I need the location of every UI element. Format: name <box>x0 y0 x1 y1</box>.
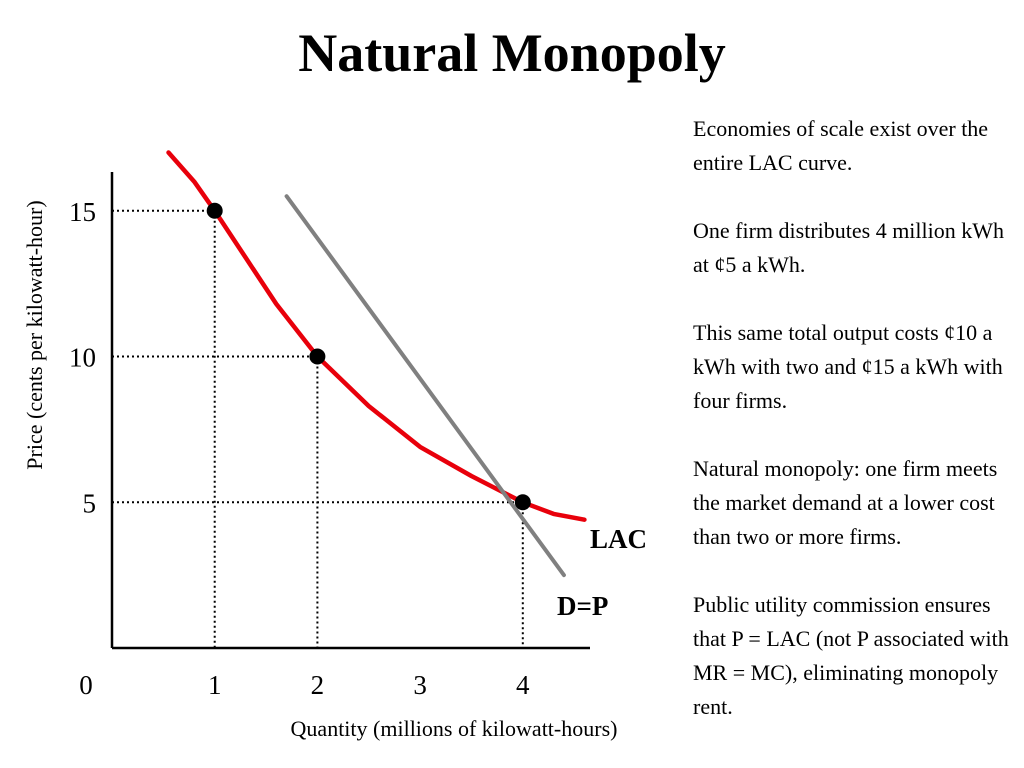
origin-label: 0 <box>79 670 93 700</box>
note-paragraph: Public utility commission ensures that P… <box>693 592 1009 719</box>
curves <box>166 150 587 578</box>
data-point <box>206 202 223 219</box>
demand-curve-label: D=P <box>557 591 608 621</box>
x-axis-title: Quantity (millions of kilowatt-hours) <box>291 716 618 741</box>
tick-labels: 0 1 2 3 4 15 10 5 <box>69 197 530 700</box>
natural-monopoly-chart: 0 1 2 3 4 15 10 5 Quantity (millions of kilowat… <box>22 150 647 741</box>
x-tick-label: 3 <box>413 670 427 700</box>
note-paragraph: Economies of scale exist over the entire… <box>693 116 989 175</box>
x-tick-label: 4 <box>516 670 530 700</box>
x-tick-label: 1 <box>208 670 222 700</box>
note-paragraph: One firm distributes 4 million kWh at ¢5… <box>693 218 1005 277</box>
data-point <box>514 494 531 511</box>
x-tick-label: 2 <box>311 670 325 700</box>
lac-curve-label: LAC <box>590 524 647 554</box>
lac-curve <box>166 150 587 522</box>
page-title: Natural Monopoly <box>298 23 726 83</box>
y-axis-title: Price (cents per kilowatt-hour) <box>22 200 47 469</box>
y-tick-label: 15 <box>69 197 96 227</box>
equilibrium-points <box>206 202 531 511</box>
guide-lines <box>112 209 524 648</box>
demand-curve <box>284 194 566 578</box>
note-paragraph: Natural monopoly: one firm meets the mar… <box>693 456 998 549</box>
notes-panel: Economies of scale exist over the entire… <box>693 112 1021 758</box>
note-paragraph: This same total output costs ¢10 a kWh w… <box>693 320 1003 413</box>
y-tick-label: 5 <box>83 488 97 518</box>
data-point <box>309 348 326 365</box>
y-tick-label: 10 <box>69 343 96 373</box>
